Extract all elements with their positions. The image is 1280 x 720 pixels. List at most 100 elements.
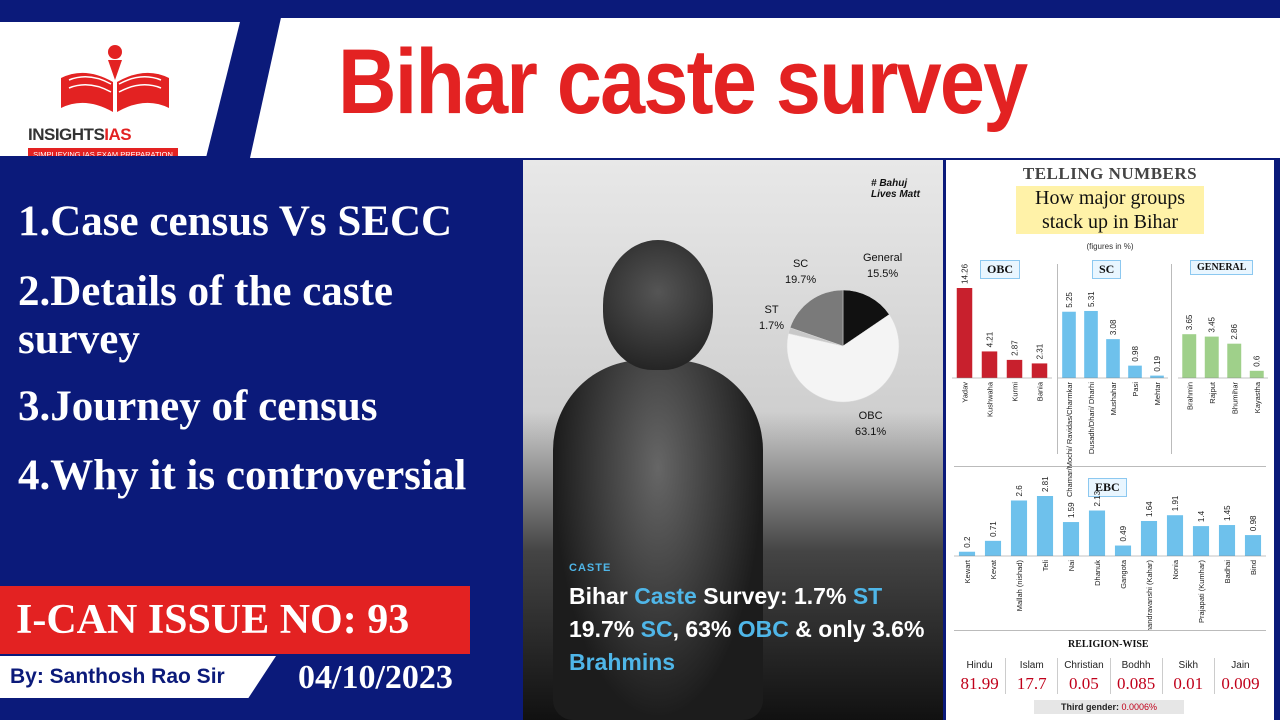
- pie-slice-obc: [786, 314, 900, 403]
- bar-category-label: Nonia: [1171, 559, 1180, 579]
- religion-cell: Christian 0.05: [1058, 658, 1111, 694]
- bar-value-label: 1.4: [1197, 510, 1206, 522]
- bar: [1088, 510, 1106, 556]
- bar: [1031, 363, 1048, 378]
- bar: [1244, 535, 1262, 556]
- bar: [956, 288, 973, 378]
- religion-cell: Bodhh 0.085: [1111, 658, 1163, 694]
- pie-slice-general: [842, 289, 890, 347]
- bar-category-label: Bind: [1249, 560, 1258, 575]
- religion-table: Hindu 81.99 Islam 17.7 Christian 0.05 Bodhh…: [954, 658, 1266, 694]
- bar-category-label: Kevat: [989, 559, 998, 579]
- bar-category-label: Kewart: [963, 559, 972, 583]
- bar: [1192, 526, 1210, 556]
- bar-value-label: 5.31: [1087, 291, 1096, 307]
- bar-value-label: 3.45: [1208, 316, 1217, 332]
- bar-value-label: 2.86: [1230, 324, 1239, 340]
- bar-value-label: 14.26: [961, 263, 970, 284]
- bar-category-label: Bhumihar: [1230, 382, 1239, 415]
- divider: [954, 466, 1266, 467]
- pie-slice-sc: [789, 289, 844, 347]
- infographic-subheading: How major groups stack up in Bihar: [1016, 186, 1204, 234]
- bar: [981, 351, 998, 378]
- divider: [1057, 264, 1058, 454]
- group-title-sc: SC: [1092, 260, 1122, 279]
- bar-value-label: 0.19: [1153, 355, 1162, 371]
- bar: [958, 551, 976, 556]
- pie-label-st: ST 1.7%: [759, 304, 785, 332]
- topic-item: 1.Case census Vs SECC: [18, 198, 453, 245]
- bar-category-label: Yadav: [961, 382, 970, 403]
- bar-category-label: Pasi: [1131, 382, 1140, 397]
- divider: [1171, 264, 1172, 454]
- child-photo-head: [603, 240, 713, 370]
- group-title-religion: RELIGION-WISE: [1062, 638, 1155, 651]
- bar-value-label: 3.08: [1109, 319, 1118, 335]
- bar-value-label: 0.98: [1131, 346, 1140, 362]
- bar-value-label: 1.59: [1067, 502, 1076, 518]
- group-title-ebc: EBC: [1088, 478, 1127, 497]
- bar: [1010, 500, 1028, 556]
- bar-value-label: 0.2: [963, 536, 972, 548]
- bar-value-label: 2.6: [1015, 485, 1024, 497]
- bar: [1036, 496, 1054, 556]
- bar-category-label: Kayastha: [1253, 381, 1262, 413]
- top-bar: [0, 0, 1280, 18]
- topic-item: 4.Why it is controversial: [18, 452, 467, 499]
- religion-cell: Jain 0.009: [1221, 660, 1260, 693]
- photo-category-tag: CASTE: [569, 562, 612, 574]
- bar-category-label: Dusadh/Dhari/ Dharhi: [1087, 382, 1096, 454]
- bar: [1182, 334, 1197, 378]
- bar-value-label: 1.64: [1145, 501, 1154, 517]
- bar-value-label: 2.13: [1093, 490, 1102, 506]
- bar-category-label: Rajput: [1208, 381, 1217, 404]
- bar-value-label: 2.31: [1036, 343, 1045, 359]
- bar: [1150, 375, 1164, 378]
- bar-category-label: Prajapati (Kumhar): [1197, 560, 1206, 623]
- bar: [1204, 336, 1219, 378]
- bar-category-label: Mushahar: [1109, 382, 1118, 416]
- title-panel: [250, 18, 1280, 158]
- logo-tagline: SIMPLIFYING IAS EXAM PREPARATION: [28, 148, 178, 156]
- bar: [1106, 339, 1120, 378]
- bar: [1249, 370, 1264, 378]
- bar: [1218, 525, 1236, 556]
- child-photo-card: # Bahuj Lives Matt SC 19.7% General 15.5% …: [523, 160, 943, 720]
- bar-category-label: Dhanuk: [1093, 560, 1102, 586]
- divider: [954, 630, 1266, 631]
- bar-value-label: 0.49: [1119, 525, 1128, 541]
- bar-value-label: 2.81: [1041, 476, 1050, 492]
- bar-value-label: 5.25: [1065, 292, 1074, 308]
- bar-value-label: 1.45: [1223, 505, 1232, 521]
- bar: [1114, 545, 1132, 556]
- telling-numbers-infographic: TELLING NUMBERS How major groups stack u…: [946, 160, 1274, 720]
- third-gender-note: Third gender: 0.0006%: [1034, 700, 1184, 714]
- logo-wordmark: INSIGHTSIAS: [28, 125, 132, 144]
- bar: [984, 540, 1002, 556]
- page-title: Bihar caste survey: [338, 31, 1028, 133]
- bar-value-label: 2.87: [1011, 340, 1020, 356]
- bar-category-label: Teli: [1041, 560, 1050, 572]
- caste-pie-chart: [786, 289, 900, 403]
- infographic-note: (figures in %): [1086, 242, 1134, 251]
- bar-category-label: Mallah (nishad): [1015, 560, 1024, 612]
- pie-label-sc: SC 19.7%: [785, 258, 817, 286]
- bar-category-label: Nai: [1067, 560, 1076, 572]
- photo-headline: Bihar Caste Survey: 1.7% ST 19.7% SC, 63…: [569, 583, 925, 675]
- bar-category-label: Brahmin: [1185, 382, 1194, 410]
- religion-cell: Hindu 81.99: [954, 658, 1007, 694]
- bar-category-label: Chandravanshi (Kahar): [1145, 560, 1154, 630]
- pie-label-obc: OBC 63.1%: [855, 410, 887, 438]
- infographic-heading: TELLING NUMBERS: [1022, 164, 1198, 183]
- child-photo-body: [553, 360, 763, 720]
- logo-panel: INSIGHTSIAS SIMPLIFYING IAS EXAM PREPARA…: [0, 22, 240, 156]
- watermark: # Bahuj Lives Matt: [871, 178, 920, 200]
- bar-value-label: 1.91: [1171, 495, 1180, 511]
- group-title-obc: OBC: [980, 260, 1021, 279]
- bar-category-label: Chamar/Mochi/ Ravidas/Charmkar: [1065, 382, 1074, 498]
- bar: [1128, 365, 1142, 378]
- bar-value-label: 3.65: [1185, 314, 1194, 330]
- bar: [1140, 520, 1158, 556]
- bar: [1006, 359, 1023, 378]
- bar: [1227, 343, 1242, 378]
